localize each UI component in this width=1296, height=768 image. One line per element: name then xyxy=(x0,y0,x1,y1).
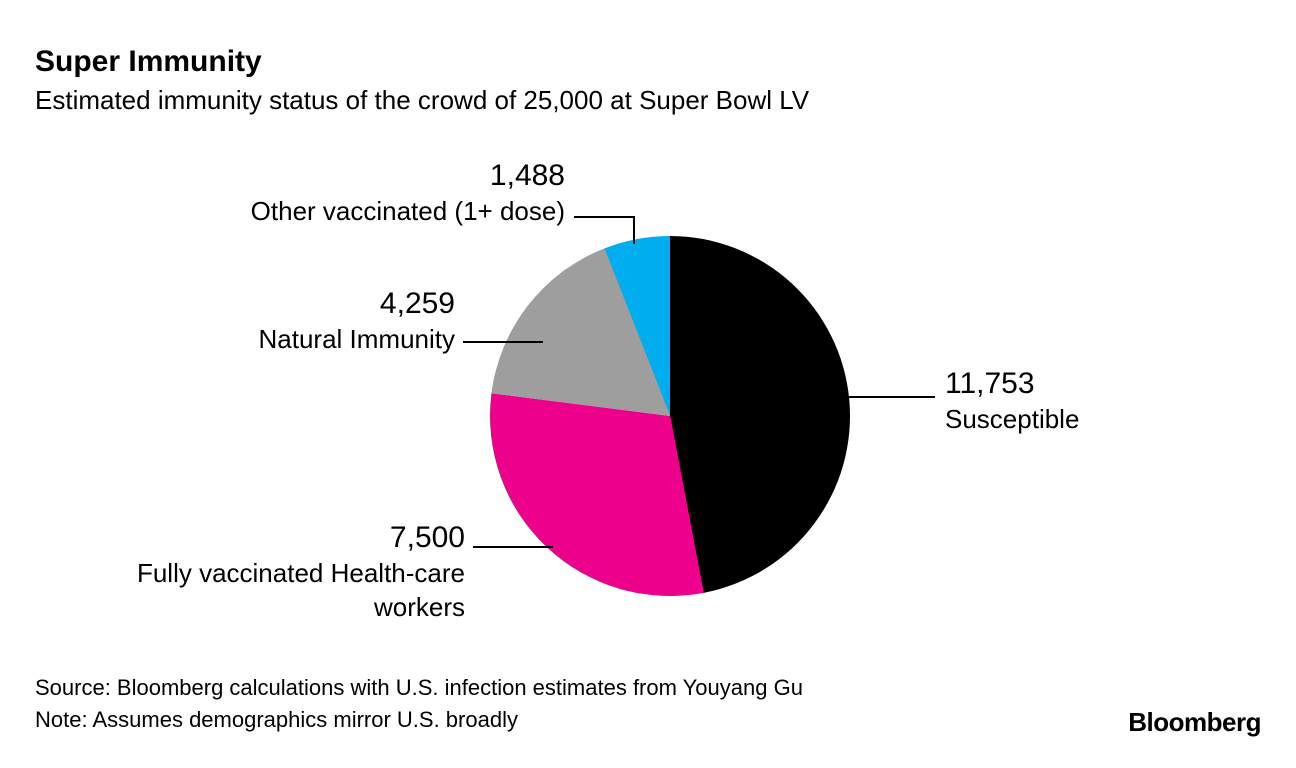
label-susceptible: 11,753 Susceptible xyxy=(945,364,1079,437)
name-other: Other vaccinated (1+ dose) xyxy=(215,195,565,229)
value-healthcare: 7,500 xyxy=(105,518,465,557)
label-other: 1,488 Other vaccinated (1+ dose) xyxy=(215,156,565,229)
leader-susceptible xyxy=(845,396,935,398)
label-natural: 4,259 Natural Immunity xyxy=(205,284,455,357)
leader-other-v xyxy=(633,216,635,244)
value-susceptible: 11,753 xyxy=(945,364,1079,403)
leader-natural xyxy=(463,341,543,343)
leader-other xyxy=(574,216,634,218)
brand-logo: Bloomberg xyxy=(1128,707,1261,738)
value-other: 1,488 xyxy=(215,156,565,195)
pie-chart xyxy=(490,236,850,596)
chart-subtitle: Estimated immunity status of the crowd o… xyxy=(35,85,1261,116)
pie-slice-0 xyxy=(670,236,850,593)
chart-area: 11,753 Susceptible 7,500 Fully vaccinate… xyxy=(35,146,1261,616)
leader-healthcare xyxy=(473,546,553,548)
chart-footer: Source: Bloomberg calculations with U.S.… xyxy=(35,672,803,736)
name-natural: Natural Immunity xyxy=(205,323,455,357)
name-healthcare: Fully vaccinated Health-care workers xyxy=(105,557,465,625)
note-line: Note: Assumes demographics mirror U.S. b… xyxy=(35,704,803,736)
chart-title: Super Immunity xyxy=(35,45,1261,79)
name-susceptible: Susceptible xyxy=(945,403,1079,437)
source-line: Source: Bloomberg calculations with U.S.… xyxy=(35,672,803,704)
label-healthcare: 7,500 Fully vaccinated Health-care worke… xyxy=(105,518,465,625)
value-natural: 4,259 xyxy=(205,284,455,323)
